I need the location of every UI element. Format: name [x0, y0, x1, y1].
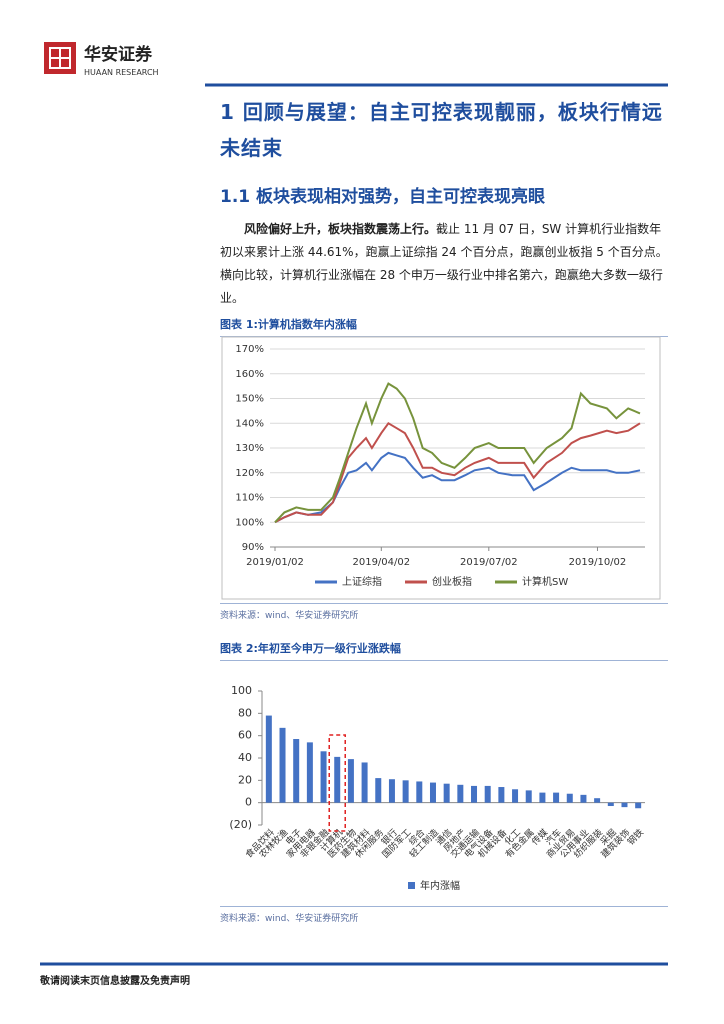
bar: [525, 790, 532, 803]
heading-2: 1.1 板块表现相对强势，自主可控表现亮眼: [220, 187, 546, 207]
y-tick-label: (20): [229, 818, 252, 831]
x-tick-label: 2019/10/02: [569, 557, 627, 568]
series-line: [274, 451, 641, 524]
bar: [375, 778, 382, 803]
bar: [635, 802, 642, 809]
paragraph: 风险偏好上升，板块指数震荡上行。截止 11 月 07 日，SW 计算机行业指数年…: [220, 218, 668, 310]
bar: [265, 715, 272, 803]
y-tick-label: 100%: [235, 517, 264, 528]
y-tick-label: 130%: [235, 443, 264, 454]
bar: [443, 783, 450, 803]
brand-en: HUAAN RESEARCH: [84, 68, 159, 77]
bar: [429, 782, 436, 803]
legend-label: 创业板指: [432, 575, 472, 588]
bar: [566, 793, 573, 803]
charts: 90% 100% 110% 120% 130% 140% 150% 160% 170% 2019/…: [221, 336, 661, 892]
bar: [361, 762, 368, 803]
bar: [457, 784, 464, 803]
bar: [594, 798, 601, 803]
y-tick-label: 120%: [235, 468, 264, 479]
legend-swatch: [408, 882, 415, 889]
y-tick-label: 20: [238, 773, 252, 786]
y-tick-label: 140%: [235, 418, 264, 429]
bar: [553, 792, 560, 803]
highlight-box: [328, 734, 346, 832]
legend-label: 计算机SW: [522, 575, 568, 588]
bar: [512, 789, 519, 803]
header-graphics: 华安证券 HUAAN RESEARCH: [44, 42, 668, 87]
x-tick-label: 2019/07/02: [460, 557, 518, 568]
bar: [320, 751, 327, 803]
bar: [416, 781, 423, 803]
footer-graphics: 敬请阅读末页信息披露及免责声明: [39, 962, 668, 987]
paragraph-lead: 风险偏好上升，板块指数震荡上行。: [244, 222, 437, 236]
bar: [607, 802, 614, 807]
x-tick-label: 2019/04/02: [352, 557, 410, 568]
legend-label: 上证综指: [342, 575, 382, 588]
legend-label: 年内涨幅: [420, 879, 460, 892]
y-tick-label: 40: [238, 751, 252, 764]
figure-source: 资料来源：wind、华安证券研究所: [220, 906, 668, 924]
figure-source: 资料来源：wind、华安证券研究所: [220, 603, 668, 621]
bar: [402, 780, 409, 803]
bar: [580, 794, 587, 803]
bar: [279, 727, 286, 803]
y-tick-label: 60: [238, 729, 252, 742]
footer-text: 敬请阅读末页信息披露及免责声明: [39, 974, 190, 987]
chart-frame: [221, 336, 661, 600]
y-tick-label: 170%: [235, 344, 264, 355]
bar: [539, 792, 546, 803]
bar: [471, 785, 478, 803]
figure-caption: 图表 2:年初至今申万一级行业涨跌幅: [220, 640, 668, 661]
x-tick-label: 2019/01/02: [246, 557, 304, 568]
paragraph-text: 截止 11 月 07 日，SW 计算机行业指数年初以来累计上涨 44.61%，跑…: [220, 222, 668, 305]
bar: [498, 787, 505, 803]
bar: [306, 742, 313, 803]
y-tick-label: 100: [231, 684, 252, 697]
y-tick-label: 110%: [235, 493, 264, 504]
y-tick-label: 160%: [235, 369, 264, 380]
y-tick-label: 90%: [242, 542, 264, 553]
series-line: [274, 421, 641, 524]
bar: [388, 779, 395, 803]
brand: 华安证券: [84, 44, 153, 65]
bar: [334, 756, 341, 803]
bar: [347, 759, 354, 803]
y-tick-label: 80: [238, 706, 252, 719]
y-tick-label: 0: [245, 796, 252, 809]
bar: [621, 802, 628, 808]
y-tick-label: 150%: [235, 394, 264, 405]
heading-1: 1 回顾与展望：自主可控表现靓丽，板块行情远未结束: [220, 100, 663, 160]
series-line: [274, 382, 641, 523]
bar: [484, 785, 491, 803]
bar: [293, 739, 300, 803]
